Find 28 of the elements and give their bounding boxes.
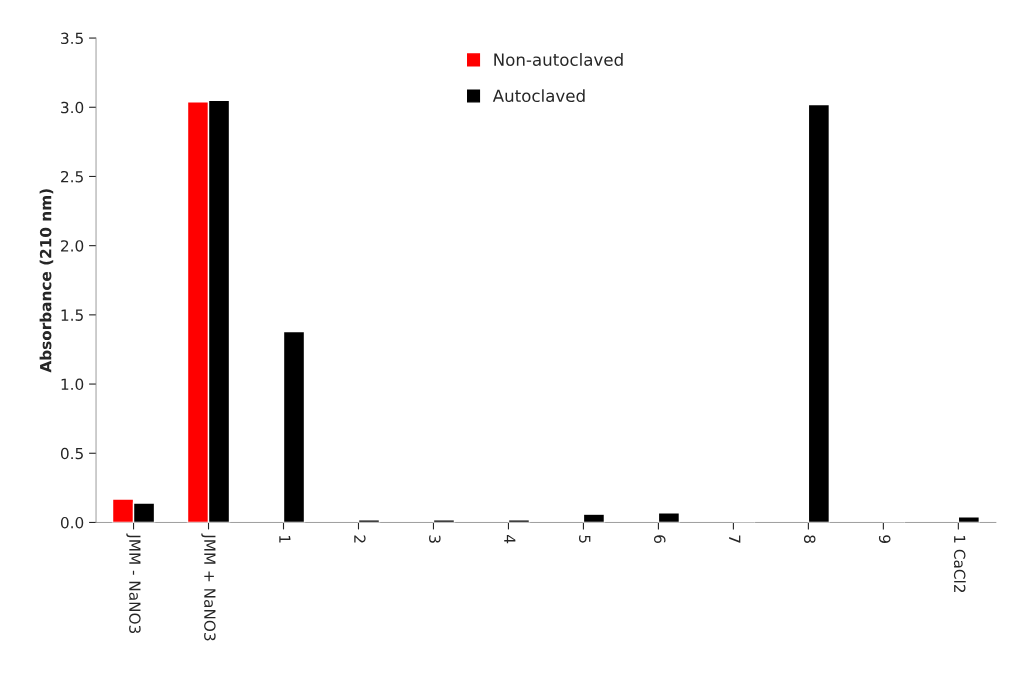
y-tick-label: 0.0 (60, 516, 84, 529)
x-tick-label: JMM - NaNO3 (126, 533, 141, 634)
bar (282, 330, 306, 523)
x-tick-label: 6 (653, 535, 666, 544)
x-tick-label: 9 (878, 535, 891, 543)
legend-label: Autoclaved (492, 89, 585, 103)
x-tick-label: 5 (579, 535, 591, 543)
y-tick-label: 3.0 (61, 101, 84, 114)
y-tick-label: 2.5 (61, 170, 83, 183)
x-tick-label: 4 (504, 535, 516, 544)
y-tick-label: 0.5 (60, 447, 83, 460)
bar (582, 513, 606, 523)
y-axis-title: Absorbance (210 nm) (39, 189, 54, 373)
y-tick-label: 2.0 (61, 240, 84, 252)
x-tick-label: 7 (729, 535, 741, 543)
x-tick-label: 1 (279, 535, 291, 543)
y-tick-label: 3.5 (61, 32, 83, 45)
x-tick-label: 2 (354, 535, 366, 543)
bar (957, 516, 981, 523)
x-tick-label: 1 CaCl2 (953, 535, 966, 592)
y-tick-label: 1.5 (61, 309, 83, 321)
bar (657, 512, 681, 523)
x-tick-label: JMM + NaNO3 (201, 533, 216, 641)
bar (807, 103, 831, 523)
legend-label: Non-autoclaved (494, 53, 623, 66)
x-tick-label: 3 (429, 535, 441, 543)
x-tick-label: 8 (803, 535, 816, 543)
y-tick-label: 1.0 (61, 378, 84, 391)
